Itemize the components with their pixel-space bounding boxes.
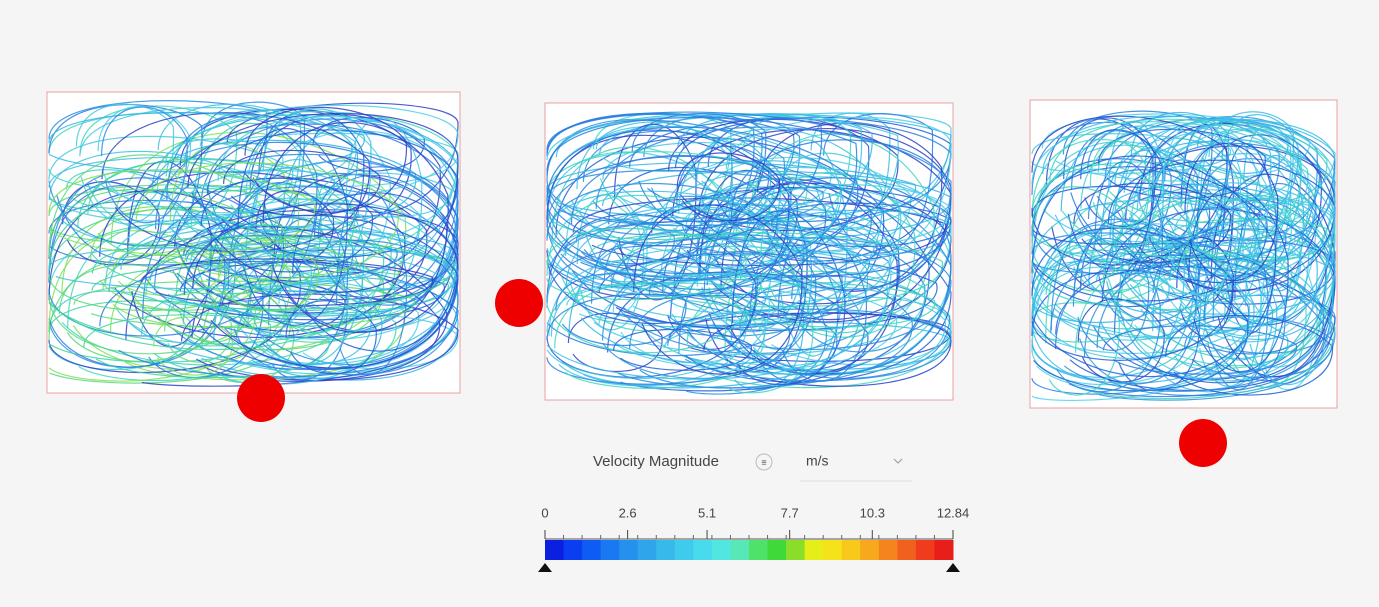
colorbar-segment (934, 540, 953, 560)
marker-dot (237, 374, 285, 422)
colorbar-segment (638, 540, 657, 560)
colorbar-segment (916, 540, 935, 560)
colorbar-segment (712, 540, 731, 560)
colorbar-segment (675, 540, 694, 560)
colorbar-segment (768, 540, 787, 560)
colorbar-segment (730, 540, 749, 560)
tick-label: 12.84 (937, 505, 970, 520)
tick-label: 10.3 (860, 505, 885, 520)
colorbar-segment (805, 540, 824, 560)
colorbar-segment (860, 540, 879, 560)
tick-label: 7.7 (781, 505, 799, 520)
unit-select[interactable]: m/s (806, 453, 829, 469)
info-icon-glyph: ≡ (761, 457, 766, 467)
colorbar-segment (693, 540, 712, 560)
colorbar-segment (582, 540, 601, 560)
tick-label: 5.1 (698, 505, 716, 520)
legend-title: Velocity Magnitude (593, 453, 719, 470)
colorbar-segment (897, 540, 916, 560)
tick-label: 2.6 (619, 505, 637, 520)
colorbar-segment (786, 540, 805, 560)
colorbar-segment (656, 540, 675, 560)
colorbar-segment (823, 540, 842, 560)
colorbar-segment (619, 540, 638, 560)
page: {"legend": {"title": "Velocity Magnitude… (0, 0, 1379, 607)
colorbar-segment (601, 540, 620, 560)
streamline-panels (47, 92, 1337, 408)
tick-label: 0 (541, 505, 548, 520)
screenshot: Velocity Magnitude ≡ m/s 0 2.6 5.1 7.7 10.3 1… (0, 0, 1379, 607)
colorbar-segment (545, 540, 564, 560)
colorbar-segment (842, 540, 861, 560)
colorbar-segment (879, 540, 898, 560)
marker-dot (1179, 419, 1227, 467)
colorbar-segment (564, 540, 583, 560)
colorbar-segment (749, 540, 768, 560)
marker-dot (495, 279, 543, 327)
